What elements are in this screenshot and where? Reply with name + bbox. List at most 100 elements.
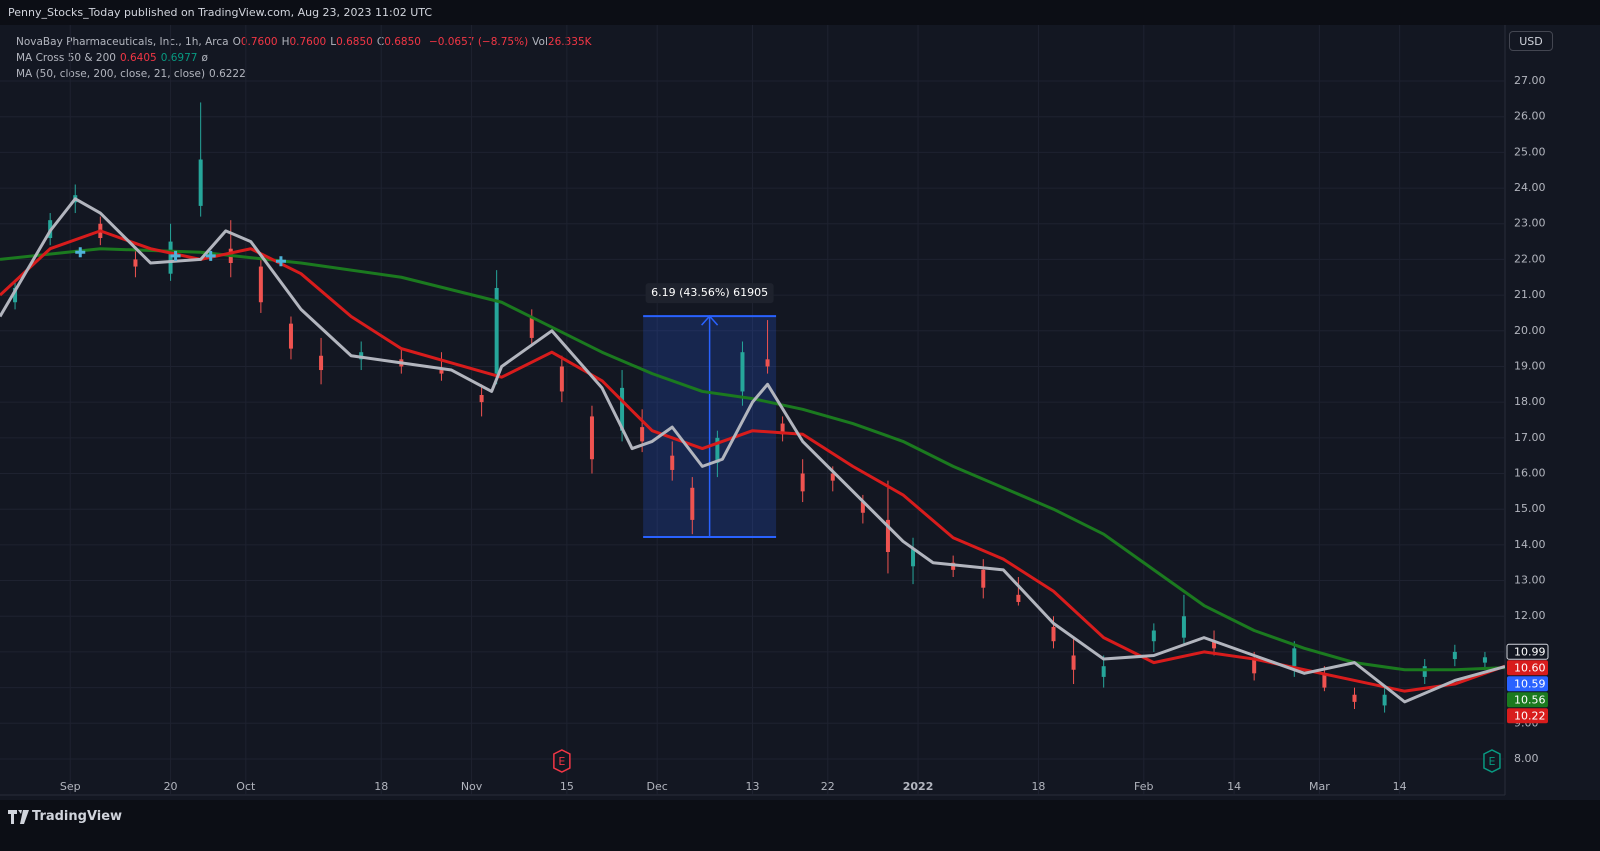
ma-line: [0, 247, 1505, 672]
brand: TradingView: [32, 809, 123, 824]
candle-body: [1382, 694, 1387, 706]
candle-body: [911, 548, 916, 567]
candle-body: [981, 569, 986, 588]
candle-body: [559, 366, 564, 392]
candle-body: [439, 370, 444, 374]
price-tag-label: 10.22: [1514, 709, 1546, 722]
measure-label-bg: [645, 283, 774, 304]
ohlc-key: L: [330, 36, 337, 48]
legend-line: NovaBay Pharmaceuticals, Inc., 1h, Arca O…: [16, 34, 596, 50]
indicator-name: MA Cross 50 & 200: [16, 52, 116, 64]
indicator-value: 0.6405: [119, 52, 157, 64]
ohlc-value: 0.6850: [336, 36, 373, 48]
cross-marker: [275, 256, 286, 267]
y-tick-label: 17.00: [1514, 431, 1546, 444]
price-tag-label: 10.99: [1514, 645, 1546, 658]
chart: 6.19 (43.56%) 61905EE8.009.0010.0011.001…: [0, 25, 1549, 796]
candle-body: [1422, 666, 1427, 677]
candle-body: [258, 266, 263, 303]
ohlc: O0.7600 H0.7600 L0.6850 C0.6850: [233, 36, 425, 48]
cross-marker: [75, 247, 86, 258]
y-tick-label: 13.00: [1514, 574, 1546, 587]
y-tick-label: 20.00: [1514, 324, 1546, 337]
x-tick-label: 22: [821, 780, 835, 793]
candle-body: [529, 316, 534, 338]
y-tick-label: 16.00: [1514, 467, 1546, 480]
y-tick-label: 15.00: [1514, 502, 1546, 515]
candle-body: [640, 427, 645, 442]
indicator-value: 0.6977: [160, 52, 198, 64]
ohlc-value: 0.7600: [240, 36, 278, 48]
candle-body: [800, 473, 805, 492]
legend: NovaBay Pharmaceuticals, Inc., 1h, Arca O…: [16, 34, 596, 82]
x-tick-label: 18: [1031, 780, 1045, 793]
currency-button[interactable]: USD: [1509, 31, 1553, 51]
y-tick-label: 22.00: [1514, 252, 1546, 265]
candle-body: [479, 395, 484, 403]
y-tick-label: 24.00: [1514, 181, 1546, 194]
candle-body: [885, 519, 890, 553]
ma-line: [0, 197, 1505, 704]
price-tag: [1507, 692, 1548, 708]
ma-line: [0, 229, 1505, 693]
ohlc-key: O: [232, 36, 241, 48]
x-tick-label: Sep: [60, 780, 81, 793]
candle-body: [1051, 626, 1056, 642]
y-tick-label: 26.00: [1514, 110, 1546, 123]
candle-body: [1101, 666, 1106, 677]
price-tag-label: 10.56: [1514, 693, 1546, 706]
y-tick-label: 8.00: [1514, 752, 1539, 765]
price-tag-label: 10.60: [1514, 661, 1546, 674]
candle-body: [1151, 630, 1156, 642]
logo: [8, 810, 29, 824]
cross-marker: [205, 250, 216, 261]
candle-body: [1212, 641, 1217, 649]
y-tick-label: 12.00: [1514, 609, 1546, 622]
x-tick-label: Dec: [647, 780, 668, 793]
measure-label: 6.19 (43.56%) 61905: [651, 286, 768, 299]
candle-body: [13, 287, 18, 303]
candle-body: [133, 259, 138, 267]
candle-body: [715, 437, 720, 463]
x-tick-label: 14: [1393, 780, 1407, 793]
legend-line: MA Cross 50 & 200 0.6405 0.6977 ø: [16, 50, 596, 66]
candle-body: [765, 359, 770, 367]
candle-body: [1352, 694, 1357, 702]
y-tick-label: 18.00: [1514, 395, 1546, 408]
x-tick-label: Nov: [461, 780, 483, 793]
publish-info: Penny_Stocks_Today published on TradingV…: [8, 6, 433, 19]
price-tag: [1507, 676, 1548, 692]
candle-body: [951, 562, 956, 570]
x-tick-label: 14: [1227, 780, 1241, 793]
earnings-icon: [553, 749, 571, 773]
vol: 26.335K: [547, 36, 592, 48]
earnings-label: E: [558, 755, 565, 768]
candle-body: [740, 352, 745, 392]
candle-body: [319, 355, 324, 371]
indicator-symbol: ø: [201, 52, 208, 64]
x-tick-label: Feb: [1134, 780, 1153, 793]
earnings-icon: [1483, 749, 1501, 773]
legend-line: MA (50, close, 200, close, 21, close) 0.6…: [16, 66, 596, 82]
x-tick-label: 18: [374, 780, 388, 793]
change: −0.0657 (−8.75%): [428, 36, 529, 48]
candle-body: [1482, 657, 1487, 663]
x-tick-label: 13: [746, 780, 760, 793]
earnings-label: E: [1488, 755, 1495, 768]
y-tick-label: 19.00: [1514, 359, 1546, 372]
y-tick-label: 21.00: [1514, 288, 1546, 301]
candle-body: [1322, 673, 1327, 688]
candle-body: [589, 416, 594, 460]
candle-body: [1452, 651, 1457, 660]
price-tag: [1507, 708, 1548, 724]
candle-body: [1181, 616, 1186, 638]
candle-body: [690, 487, 695, 520]
indicator-name: MA (50, close, 200, close, 21, close): [16, 68, 206, 80]
ohlc-key: C: [376, 36, 385, 48]
candle-body: [494, 287, 499, 374]
candle-body: [198, 159, 203, 206]
y-tick-label: 25.00: [1514, 145, 1546, 158]
x-tick-label: 15: [560, 780, 574, 793]
candle-body: [288, 323, 293, 349]
